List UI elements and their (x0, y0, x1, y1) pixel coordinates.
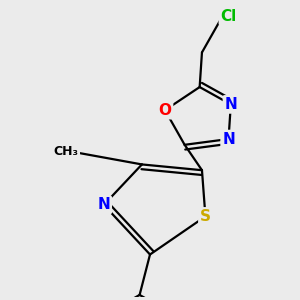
Text: O: O (158, 103, 172, 118)
Text: CH₃: CH₃ (54, 145, 79, 158)
Text: S: S (200, 209, 211, 224)
Text: Cl: Cl (220, 9, 237, 24)
Text: N: N (98, 197, 110, 212)
Text: N: N (222, 131, 235, 146)
Text: N: N (224, 97, 237, 112)
